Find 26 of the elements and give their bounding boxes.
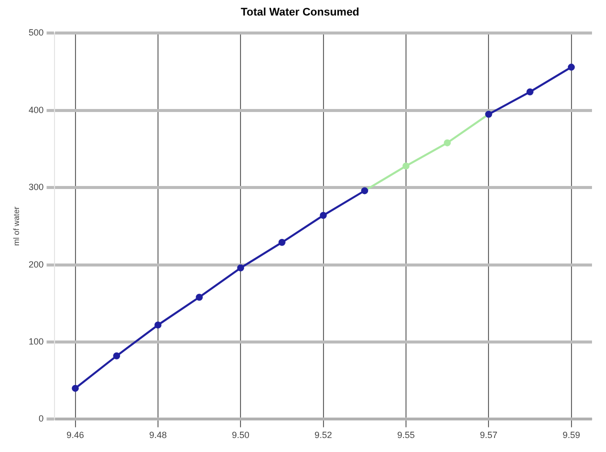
point — [320, 212, 327, 219]
x-tick-label: 9.55 — [397, 430, 415, 440]
x-tick-label: 9.59 — [562, 430, 580, 440]
y-axis-title: ml of water — [12, 206, 22, 246]
y-tick-label: 200 — [28, 259, 44, 270]
point — [196, 294, 203, 301]
point — [568, 64, 575, 71]
x-tick-label: 9.57 — [480, 430, 498, 440]
x-tick-label: 9.46 — [66, 430, 84, 440]
point — [278, 238, 286, 246]
y-tick-label: 500 — [28, 28, 44, 38]
x-tick-label: 9.50 — [232, 430, 250, 440]
point — [154, 322, 162, 329]
point — [72, 384, 79, 392]
point — [526, 88, 534, 96]
point — [237, 264, 244, 272]
y-tick-label: 0 — [38, 414, 44, 424]
x-tick-label: 9.52 — [314, 430, 332, 440]
y-tick-label: 400 — [28, 104, 44, 115]
chart-title: Total Water Consumed — [240, 6, 360, 19]
y-tick-label: 300 — [28, 182, 44, 192]
point — [402, 162, 410, 170]
y-tick-label: 100 — [28, 336, 44, 346]
point — [444, 139, 451, 146]
point — [113, 352, 120, 360]
x-tick-label: 9.48 — [149, 430, 167, 440]
